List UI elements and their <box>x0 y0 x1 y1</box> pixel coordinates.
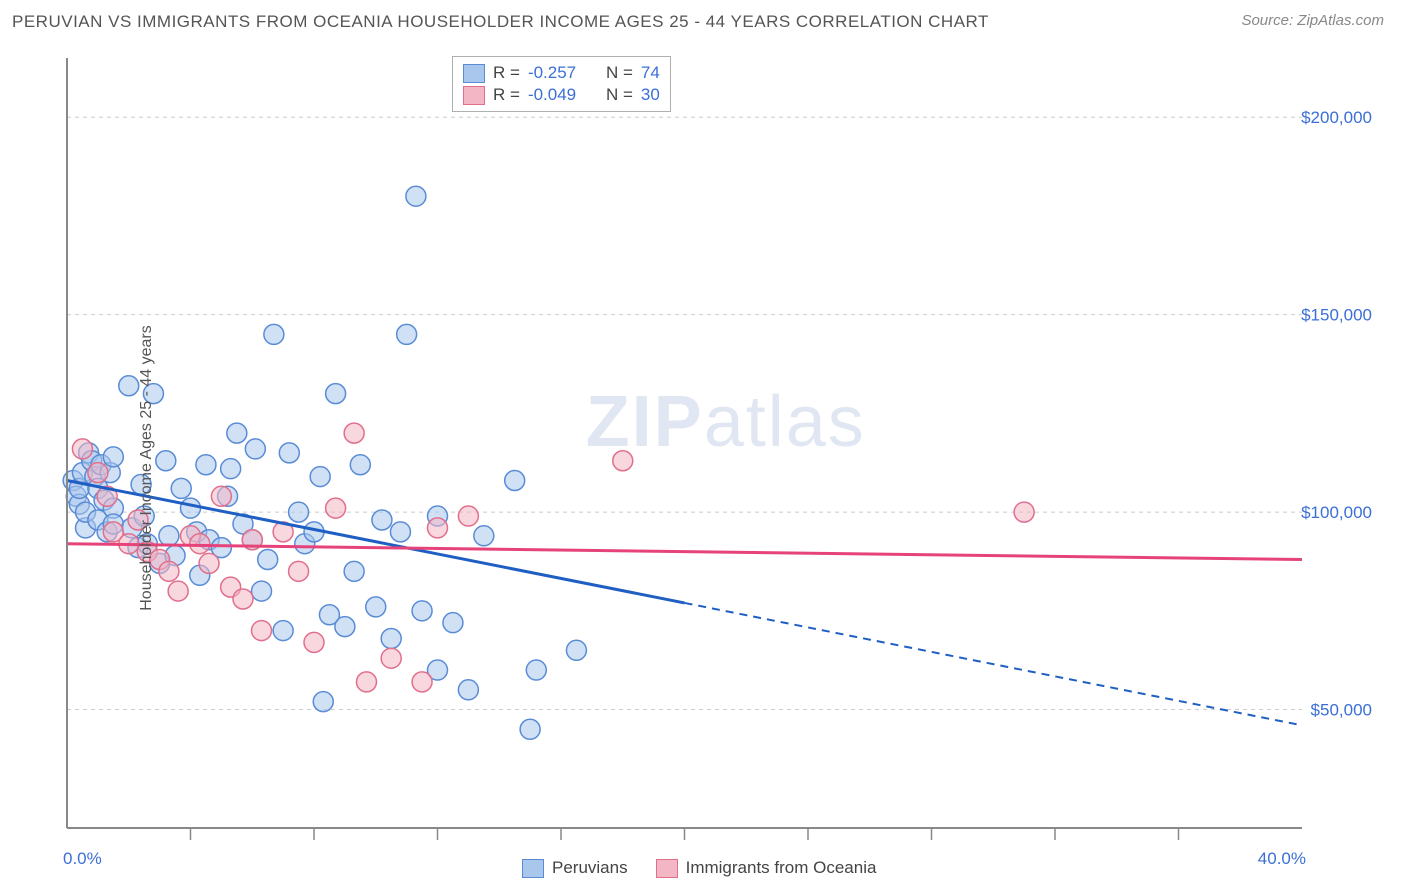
data-point <box>211 486 231 506</box>
r-value: -0.257 <box>528 63 598 83</box>
n-value: 74 <box>641 63 660 83</box>
trend-line-extrapolated <box>685 603 1303 725</box>
y-tick-label: $150,000 <box>1301 306 1372 325</box>
legend-swatch <box>463 86 485 105</box>
correlation-stats-legend: R = -0.257 N = 74 R = -0.049 N = 30 <box>452 56 671 112</box>
data-point <box>326 498 346 518</box>
data-point <box>181 498 201 518</box>
data-point <box>245 439 265 459</box>
source-attribution: Source: ZipAtlas.com <box>1241 12 1384 29</box>
data-point <box>119 376 139 396</box>
r-label: R = <box>493 63 520 83</box>
data-point <box>356 672 376 692</box>
data-point <box>258 549 278 569</box>
n-label: N = <box>606 63 633 83</box>
data-point <box>233 589 253 609</box>
stats-legend-row: R = -0.257 N = 74 <box>463 63 660 83</box>
stats-legend-row: R = -0.049 N = 30 <box>463 85 660 105</box>
data-point <box>350 455 370 475</box>
y-tick-label: $100,000 <box>1301 503 1372 522</box>
data-point <box>168 581 188 601</box>
r-value: -0.049 <box>528 85 598 105</box>
data-point <box>372 510 392 530</box>
series-legend: Peruvians Immigrants from Oceania <box>522 856 876 880</box>
data-point <box>88 463 108 483</box>
y-tick-label: $50,000 <box>1311 701 1372 720</box>
legend-swatch <box>522 859 544 878</box>
data-point <box>344 561 364 581</box>
data-point <box>264 324 284 344</box>
data-point <box>335 617 355 637</box>
data-point <box>505 471 525 491</box>
data-point <box>196 455 216 475</box>
data-point <box>273 621 293 641</box>
chart-container: Householder Income Ages 25 - 44 years $5… <box>12 48 1394 888</box>
data-point <box>366 597 386 617</box>
data-point <box>304 632 324 652</box>
data-point <box>412 601 432 621</box>
series-legend-item: Immigrants from Oceania <box>656 858 877 878</box>
data-point <box>190 534 210 554</box>
data-point <box>289 502 309 522</box>
data-point <box>1014 502 1034 522</box>
data-point <box>199 553 219 573</box>
data-point <box>390 522 410 542</box>
n-label: N = <box>606 85 633 105</box>
legend-swatch <box>463 64 485 83</box>
data-point <box>313 692 333 712</box>
data-point <box>103 447 123 467</box>
trend-line <box>67 544 1302 560</box>
data-point <box>159 561 179 581</box>
scatter-plot: $50,000 $100,000 $150,000 $200,000 0.0% 40.0% <box>12 48 1394 888</box>
data-point <box>566 640 586 660</box>
data-point <box>458 506 478 526</box>
data-point <box>458 680 478 700</box>
data-point <box>289 561 309 581</box>
data-point <box>279 443 299 463</box>
data-point <box>526 660 546 680</box>
y-axis-label: Householder Income Ages 25 - 44 years <box>138 325 156 611</box>
trend-line <box>67 481 685 603</box>
data-point <box>72 439 92 459</box>
data-point <box>156 451 176 471</box>
data-point <box>381 648 401 668</box>
data-point <box>171 478 191 498</box>
data-point <box>381 628 401 648</box>
data-point <box>310 467 330 487</box>
data-point <box>397 324 417 344</box>
data-point <box>428 518 448 538</box>
data-point <box>406 186 426 206</box>
data-point <box>227 423 247 443</box>
x-tick-label: 40.0% <box>1258 849 1306 868</box>
series-name: Peruvians <box>552 858 628 878</box>
data-point <box>326 384 346 404</box>
data-point <box>252 621 272 641</box>
data-point <box>520 719 540 739</box>
data-point <box>159 526 179 546</box>
data-point <box>443 613 463 633</box>
data-point <box>221 459 241 479</box>
data-point <box>613 451 633 471</box>
legend-swatch <box>656 859 678 878</box>
r-label: R = <box>493 85 520 105</box>
data-point <box>252 581 272 601</box>
chart-title: PERUVIAN VS IMMIGRANTS FROM OCEANIA HOUS… <box>12 12 989 32</box>
n-value: 30 <box>641 85 660 105</box>
y-tick-label: $200,000 <box>1301 108 1372 127</box>
series-legend-item: Peruvians <box>522 858 628 878</box>
x-tick-label: 0.0% <box>63 849 102 868</box>
data-point <box>344 423 364 443</box>
data-point <box>474 526 494 546</box>
data-point <box>412 672 432 692</box>
series-name: Immigrants from Oceania <box>686 858 877 878</box>
